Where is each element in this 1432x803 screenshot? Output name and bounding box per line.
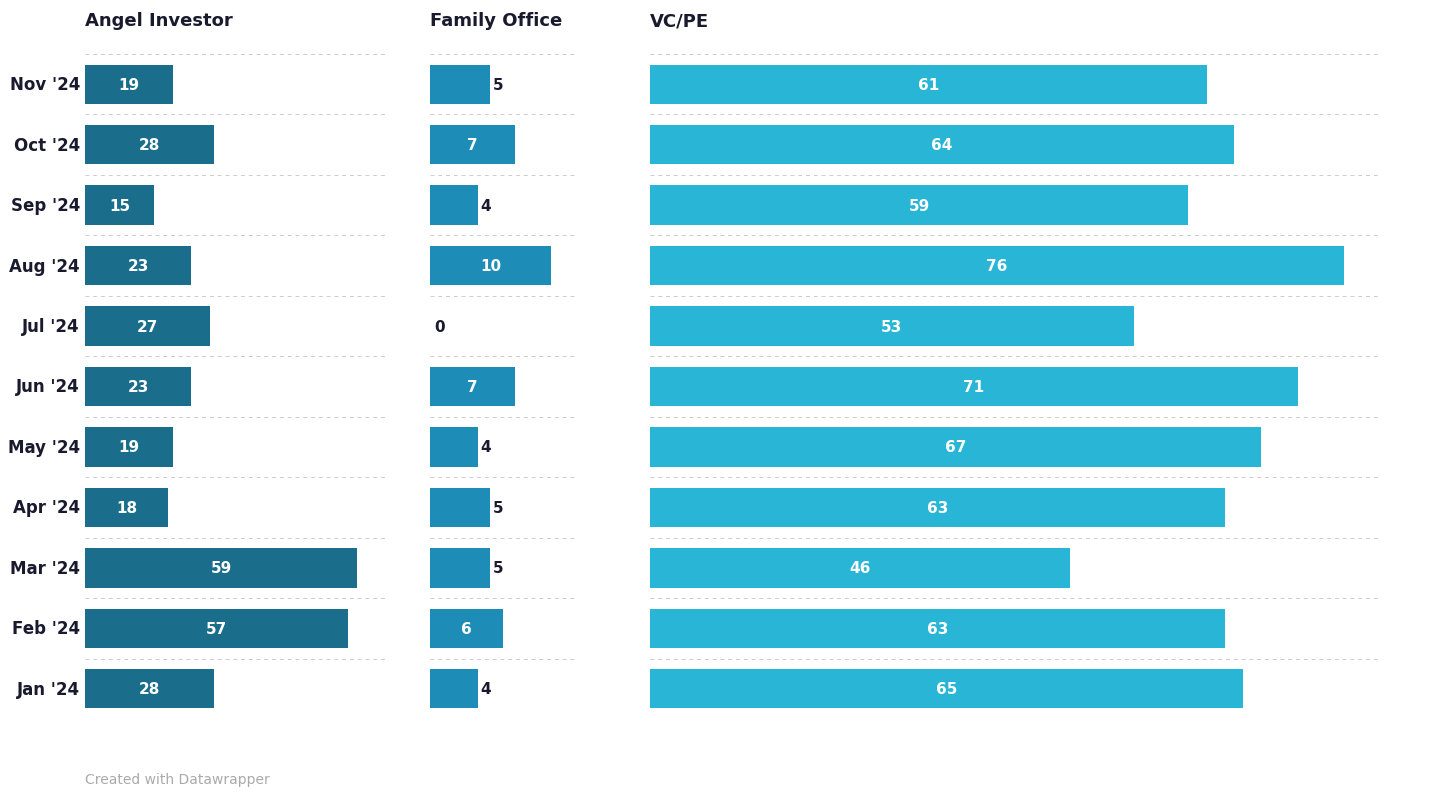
Text: 4: 4 xyxy=(481,682,491,696)
Text: Oct '24: Oct '24 xyxy=(14,137,80,154)
Bar xyxy=(650,669,1243,708)
Bar xyxy=(650,66,1207,104)
Text: 4: 4 xyxy=(481,198,491,214)
Text: 53: 53 xyxy=(881,319,902,334)
Text: 65: 65 xyxy=(937,682,957,696)
Text: 19: 19 xyxy=(119,78,139,92)
Text: Aug '24: Aug '24 xyxy=(10,257,80,275)
Text: VC/PE: VC/PE xyxy=(650,12,709,30)
Text: 59: 59 xyxy=(211,560,232,576)
Bar xyxy=(430,669,478,708)
Text: 7: 7 xyxy=(467,138,478,153)
Bar xyxy=(430,548,490,588)
Text: 18: 18 xyxy=(116,500,137,516)
Bar xyxy=(430,247,551,286)
Text: Feb '24: Feb '24 xyxy=(11,620,80,638)
Bar xyxy=(650,186,1189,226)
Text: 23: 23 xyxy=(127,259,149,274)
Text: 5: 5 xyxy=(493,560,503,576)
Text: 59: 59 xyxy=(908,198,929,214)
Text: 67: 67 xyxy=(945,440,967,454)
Bar xyxy=(430,488,490,528)
Bar xyxy=(430,66,490,104)
Text: Jul '24: Jul '24 xyxy=(23,318,80,336)
Bar xyxy=(84,488,168,528)
Bar xyxy=(430,428,478,467)
Text: Nov '24: Nov '24 xyxy=(10,76,80,94)
Bar xyxy=(84,126,215,165)
Bar xyxy=(430,609,503,648)
Text: Jan '24: Jan '24 xyxy=(17,680,80,698)
Bar xyxy=(650,609,1224,648)
Bar xyxy=(84,548,358,588)
Text: 5: 5 xyxy=(493,78,503,92)
Bar xyxy=(430,368,514,406)
Text: 0: 0 xyxy=(434,319,445,334)
Bar xyxy=(84,66,173,104)
Bar xyxy=(650,428,1262,467)
Bar xyxy=(430,186,478,226)
Text: 19: 19 xyxy=(119,440,139,454)
Text: 28: 28 xyxy=(139,138,160,153)
Text: Angel Investor: Angel Investor xyxy=(84,12,233,30)
Bar xyxy=(84,428,173,467)
Text: May '24: May '24 xyxy=(7,438,80,456)
Bar xyxy=(84,609,348,648)
Text: 28: 28 xyxy=(139,682,160,696)
Text: 63: 63 xyxy=(927,500,948,516)
Text: 5: 5 xyxy=(493,500,503,516)
Bar xyxy=(84,368,190,406)
Bar xyxy=(650,307,1134,346)
Text: 6: 6 xyxy=(461,621,471,636)
Bar xyxy=(650,488,1224,528)
Bar xyxy=(84,307,209,346)
Bar xyxy=(430,126,514,165)
Text: Created with Datawrapper: Created with Datawrapper xyxy=(84,772,269,786)
Bar xyxy=(650,247,1343,286)
Text: Apr '24: Apr '24 xyxy=(13,499,80,517)
Bar xyxy=(84,186,155,226)
Bar xyxy=(84,247,190,286)
Text: 46: 46 xyxy=(849,560,871,576)
Text: 61: 61 xyxy=(918,78,939,92)
Text: 76: 76 xyxy=(987,259,1008,274)
Text: 10: 10 xyxy=(480,259,501,274)
Bar xyxy=(650,126,1234,165)
Text: 7: 7 xyxy=(467,380,478,394)
Text: 23: 23 xyxy=(127,380,149,394)
Text: 4: 4 xyxy=(481,440,491,454)
Bar xyxy=(650,548,1070,588)
Text: 15: 15 xyxy=(109,198,130,214)
Text: 63: 63 xyxy=(927,621,948,636)
Text: 71: 71 xyxy=(964,380,985,394)
Text: 27: 27 xyxy=(136,319,158,334)
Text: 64: 64 xyxy=(931,138,952,153)
Text: Mar '24: Mar '24 xyxy=(10,559,80,577)
Bar xyxy=(650,368,1297,406)
Bar xyxy=(84,669,215,708)
Text: Family Office: Family Office xyxy=(430,12,563,30)
Text: Jun '24: Jun '24 xyxy=(16,378,80,396)
Text: Sep '24: Sep '24 xyxy=(10,197,80,215)
Text: 57: 57 xyxy=(206,621,228,636)
